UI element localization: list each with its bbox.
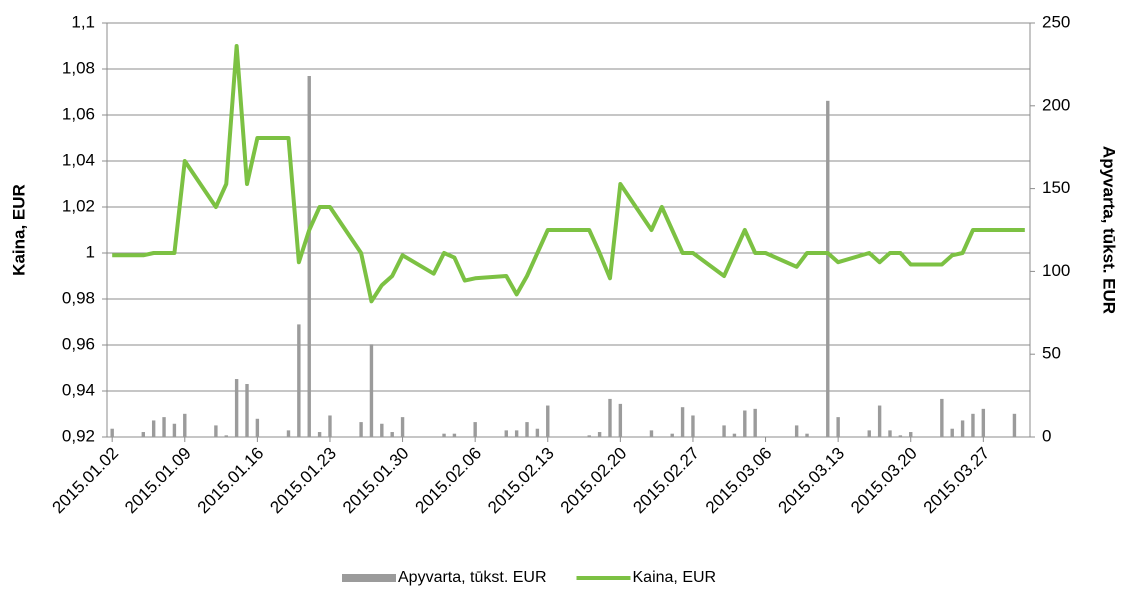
y2-tick-label: 150: [1042, 178, 1070, 197]
y2-tick-label: 100: [1042, 261, 1070, 280]
y-tick-label: 0,92: [62, 426, 95, 445]
bar: [753, 408, 757, 437]
y-axis-title: Kaina, EUR: [9, 184, 28, 276]
bar: [286, 430, 291, 437]
bar: [473, 422, 477, 437]
price-line: [112, 44, 1025, 304]
bar: [909, 432, 913, 437]
bar: [525, 422, 529, 437]
bar: [183, 413, 187, 437]
x-tick-label: 2015.02.27: [629, 444, 703, 518]
bar: [680, 407, 685, 437]
x-tick-label: 2015.01.16: [194, 444, 268, 518]
y-tick-label: 1,08: [62, 58, 95, 77]
bar: [504, 430, 508, 437]
bar: [151, 420, 156, 437]
bar: [214, 425, 218, 437]
bar: [608, 398, 612, 437]
x-tick-label: 2015.03.13: [775, 444, 849, 518]
y-tick-label: 1,02: [62, 196, 95, 215]
y2-axis-title: Apyvarta, tūkst. EUR: [1100, 146, 1119, 314]
bar: [110, 428, 114, 437]
y-tick-label: 1,1: [71, 12, 95, 31]
bar: [162, 417, 166, 437]
bar: [535, 428, 540, 437]
bar: [224, 435, 228, 437]
x-tick-label: 2015.03.06: [702, 444, 776, 518]
bar: [618, 403, 623, 437]
y-tick-label: 0,96: [62, 334, 95, 353]
bar: [307, 75, 311, 437]
bar: [971, 413, 975, 437]
bar: [743, 410, 747, 437]
bar: [960, 420, 965, 437]
y2-tick-label: 50: [1042, 344, 1061, 363]
bar: [794, 425, 799, 437]
bar: [649, 430, 654, 437]
bar: [940, 398, 944, 437]
x-tick-label: 2015.01.02: [49, 444, 123, 518]
bar: [297, 324, 301, 437]
bar: [587, 435, 591, 437]
x-tick-label: 2015.01.09: [121, 444, 195, 518]
bar: [722, 425, 726, 437]
bar: [380, 423, 384, 437]
bar: [950, 428, 954, 437]
y-tick-label: 1,06: [62, 104, 95, 123]
bar: [514, 430, 519, 437]
bar: [732, 433, 737, 437]
bar: [691, 415, 695, 437]
bar: [826, 100, 830, 437]
y-tick-label: 1: [86, 242, 95, 261]
y-tick-label: 1,04: [62, 150, 95, 169]
bar: [597, 432, 602, 437]
bar: [359, 422, 363, 437]
bar: [452, 433, 457, 437]
x-tick-label: 2015.02.06: [412, 444, 486, 518]
bar: [805, 433, 809, 437]
bar: [255, 418, 260, 437]
bar: [546, 405, 550, 437]
bar: [888, 430, 892, 437]
x-tick-label: 2015.02.20: [557, 444, 631, 518]
y-tick-label: 0,94: [62, 380, 95, 399]
bar: [141, 432, 145, 437]
bar: [369, 344, 374, 437]
bar: [317, 432, 322, 437]
legend-swatch: [342, 574, 396, 582]
x-tick-label: 2015.03.27: [920, 444, 994, 518]
bar: [400, 417, 405, 437]
x-tick-label: 2015.03.20: [847, 444, 921, 518]
bar: [245, 384, 249, 437]
bar: [836, 417, 840, 437]
x-tick-label: 2015.02.13: [484, 444, 558, 518]
x-tick-label: 2015.01.23: [266, 444, 340, 518]
bar: [234, 379, 239, 437]
bar: [442, 433, 446, 437]
bar: [867, 430, 871, 437]
bar: [898, 435, 903, 437]
y2-tick-label: 0: [1042, 426, 1051, 445]
bar: [877, 405, 882, 437]
bar: [981, 408, 986, 437]
x-tick-label: 2015.01.30: [339, 444, 413, 518]
y-tick-label: 0,98: [62, 288, 95, 307]
legend-label: Apyvarta, tūkst. EUR: [398, 569, 547, 586]
bar: [390, 432, 394, 437]
y2-tick-label: 200: [1042, 95, 1070, 114]
bar: [328, 415, 332, 437]
bar: [1012, 413, 1017, 437]
legend-label: Kaina, EUR: [633, 569, 717, 586]
bar: [172, 423, 177, 437]
bar: [670, 433, 674, 437]
y2-tick-label: 250: [1042, 12, 1070, 31]
